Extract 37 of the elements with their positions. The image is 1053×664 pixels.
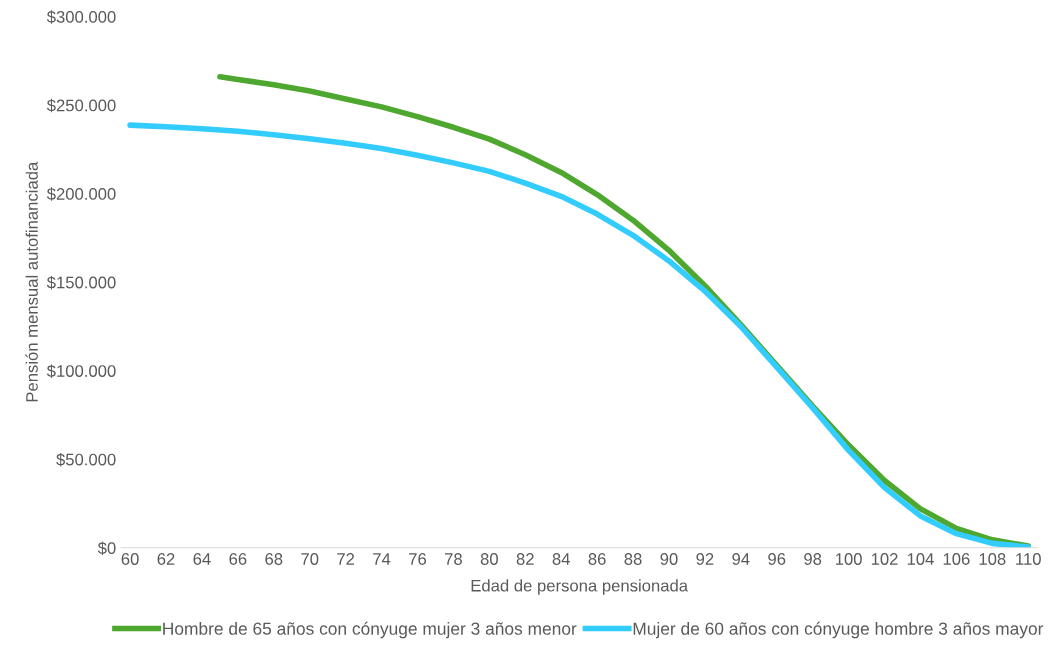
y-tick-label: $300.000 [46, 10, 116, 24]
x-tick-label: 82 [516, 553, 534, 565]
x-tick-label: 104 [907, 553, 934, 565]
x-tick-label: 66 [229, 553, 247, 565]
x-tick-label: 86 [588, 553, 606, 565]
x-tick-label: 84 [552, 553, 570, 565]
x-tick-label: 96 [768, 553, 786, 565]
x-tick-label: 74 [373, 553, 391, 565]
y-tick-label: $0 [97, 541, 116, 555]
y-tick-label: $150.000 [46, 275, 116, 290]
x-tick-label: 60 [121, 553, 139, 565]
legend-label: Hombre de 65 años con cónyuge mujer 3 años menor [163, 621, 577, 639]
x-tick-label: 78 [445, 553, 462, 565]
x-tick-label: 64 [193, 553, 211, 565]
y-tick-label: $200.000 [46, 187, 116, 201]
legend-label: Mujer de 60 años con cónyuge hombre 3 años mayor [633, 621, 1044, 639]
x-tick-label: 108 [979, 553, 1006, 565]
x-axis-title: Edad de persona pensionada [471, 579, 689, 595]
y-axis-title: Pensión mensual autofinanciada [25, 161, 38, 402]
x-tick-label: 68 [265, 553, 283, 565]
x-tick-label: 80 [480, 553, 498, 565]
x-tick-label: 98 [804, 553, 822, 565]
y-tick-label: $50.000 [56, 452, 116, 467]
x-tick-label: 72 [337, 553, 355, 565]
x-tick-label: 90 [660, 553, 678, 565]
x-tick-label: 100 [835, 553, 862, 565]
x-tick-label: 70 [301, 553, 319, 565]
x-tick-label: 88 [624, 553, 642, 565]
x-tick-label: 102 [871, 553, 898, 565]
x-tick-label: 92 [696, 553, 714, 565]
y-tick-label: $250.000 [46, 98, 116, 113]
y-tick-label: $100.000 [46, 364, 116, 378]
x-tick-label: 62 [157, 553, 175, 565]
x-tick-label: 76 [409, 553, 427, 565]
x-tick-label: 110 [1016, 553, 1041, 565]
x-tick-label: 106 [943, 553, 970, 565]
x-tick-label: 94 [732, 553, 750, 565]
